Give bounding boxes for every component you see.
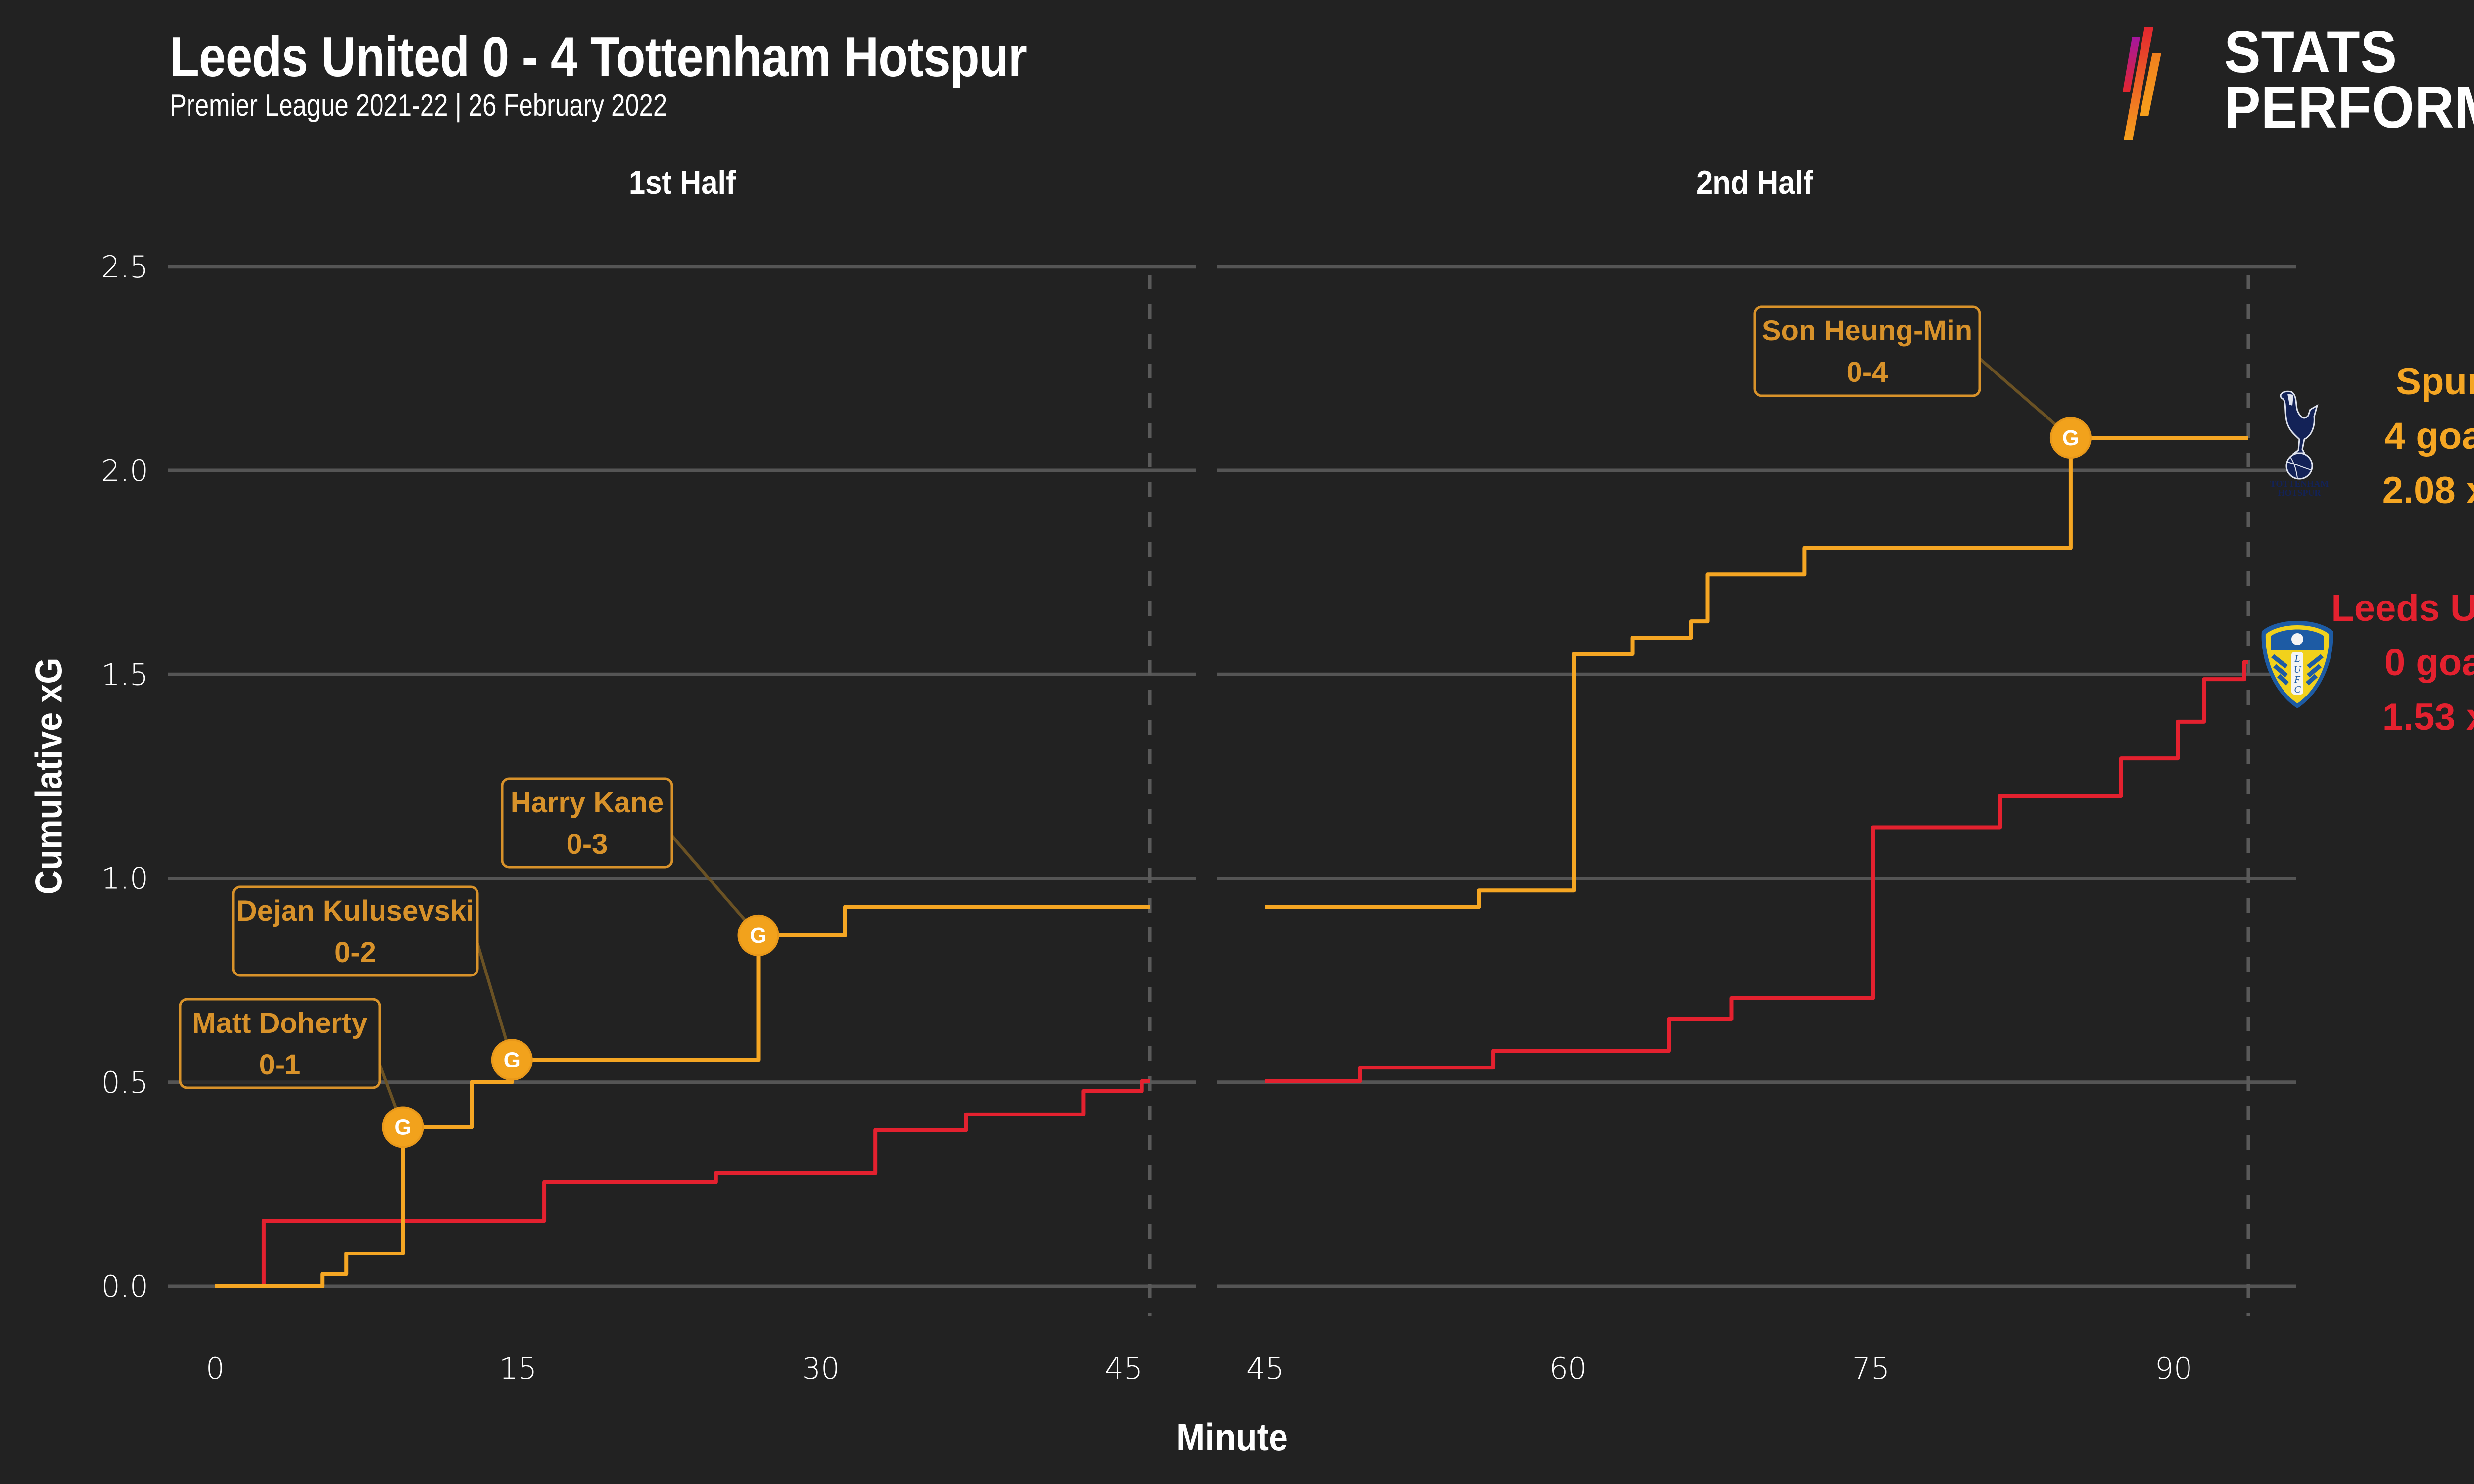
goal-marker-icon [2049, 417, 2092, 459]
goal-annotations: Matt Doherty 0-1 Dejan Kulusevski 0-2 Harry … [179, 305, 2072, 1128]
svg-text:HOTSPUR: HOTSPUR [2278, 488, 2321, 498]
x-tick-label: 30 [802, 1351, 840, 1386]
leeds-xg-line [1265, 660, 2248, 1083]
x-tick-label: 0 [206, 1351, 225, 1386]
goal-marker-label: G [2062, 426, 2079, 450]
x-tick-label: 60 [1549, 1351, 1587, 1386]
goal-markers: G G G G [382, 417, 2092, 1148]
gridlines [168, 265, 2296, 1288]
tottenham-crest-icon: TOTTENHAM HOTSPUR [2270, 390, 2329, 498]
x-axis-ticks: 0 15 30 45 45 60 75 90 [206, 1351, 2192, 1386]
panel-label-second-half: 2nd Half [1696, 164, 1813, 201]
goal-marker-label: G [750, 924, 766, 948]
page-title: Leeds United 0 - 4 Tottenham Hotspur [170, 26, 1027, 89]
stats-perform-wordmark: STATS PERFORM [2224, 19, 2474, 140]
goal-scorer-name: Dejan Kulusevski [237, 895, 474, 927]
logo-line-1: STATS [2224, 19, 2398, 85]
y-tick-label: 1.5 [101, 657, 148, 692]
goal-marker-icon [382, 1106, 424, 1148]
goal-marker-icon [491, 1039, 533, 1081]
goal-annotation-box [232, 885, 479, 977]
goal-marker-label: G [504, 1048, 521, 1072]
logo-line-2: PERFORM [2224, 74, 2474, 140]
x-tick-label: 45 [1246, 1351, 1284, 1386]
goal-scoreline: 0-3 [567, 828, 608, 860]
goal-scorer-name: Harry Kane [511, 787, 664, 819]
y-axis-ticks: 0.0 0.5 1.0 1.5 2.0 2.5 [101, 250, 148, 1304]
legend-spurs-team: Spurs [2396, 361, 2474, 403]
x-axis-label: Minute [1176, 1415, 1288, 1459]
goal-annotation-box [1753, 305, 1981, 397]
svg-text:F: F [2294, 674, 2301, 685]
goal-marker-label: G [394, 1115, 411, 1139]
legend-spurs: Spurs 4 goals 2.08 xG [2276, 355, 2474, 518]
goal-annotation-box [179, 998, 381, 1089]
stats-perform-logo: STATS PERFORM [2123, 19, 2474, 141]
y-tick-label: 0.0 [101, 1269, 148, 1304]
x-tick-label: 45 [1105, 1351, 1142, 1386]
goal-annotation-box [501, 777, 673, 869]
goal-scoreline: 0-2 [334, 936, 376, 969]
svg-text:L: L [2294, 653, 2300, 664]
stats-perform-stripes-icon [2123, 27, 2161, 140]
y-tick-label: 2.5 [101, 250, 148, 284]
goal-scorer-name: Matt Doherty [192, 1007, 367, 1039]
legend-leeds-goals: 0 goals [2384, 642, 2474, 684]
x-tick-label: 15 [499, 1351, 537, 1386]
panel-label-first-half: 1st Half [628, 164, 736, 201]
y-tick-label: 0.5 [101, 1066, 148, 1100]
page-subtitle: Premier League 2021-22 | 26 February 202… [170, 89, 667, 123]
y-axis-label: Cumulative xG [28, 657, 70, 895]
leeds-crest-icon: L U F C [2261, 621, 2333, 708]
legend-leeds-team: Leeds United [2331, 587, 2474, 629]
spurs-xg-line [215, 905, 1150, 1288]
x-tick-label: 75 [1852, 1351, 1890, 1386]
goal-marker-icon [737, 914, 779, 956]
spurs-xg-line [1265, 436, 2248, 909]
legend-leeds: Leeds United 0 goals 1.53 xG [2276, 581, 2474, 744]
x-tick-label: 90 [2155, 1351, 2192, 1386]
half-end-markers [1148, 275, 2250, 1316]
leeds-xg-line [215, 1079, 1150, 1288]
goal-scoreline: 0-4 [1847, 356, 1888, 388]
y-tick-label: 1.0 [101, 862, 148, 896]
legend-leeds-xg: 1.53 xG [2382, 696, 2474, 738]
svg-text:U: U [2294, 664, 2302, 675]
svg-text:C: C [2294, 684, 2301, 695]
legend-spurs-goals: 4 goals [2384, 415, 2474, 457]
annotation-leader-line [670, 835, 760, 936]
goal-scoreline: 0-1 [259, 1049, 301, 1081]
svg-text:TOTTENHAM: TOTTENHAM [2270, 479, 2329, 489]
legend-spurs-xg: 2.08 xG [2382, 469, 2474, 511]
goal-scorer-name: Son Heung-Min [1762, 315, 1972, 347]
series-lines [215, 436, 2248, 1288]
y-tick-label: 2.0 [101, 454, 148, 488]
